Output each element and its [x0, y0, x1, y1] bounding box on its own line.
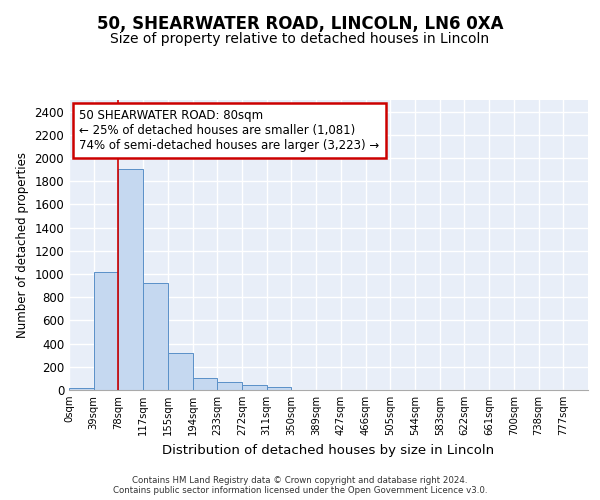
Bar [143, 284, 168, 390]
Bar [242, 385, 267, 390]
Text: Contains HM Land Registry data © Crown copyright and database right 2024.
Contai: Contains HM Land Registry data © Crown c… [113, 476, 487, 495]
Text: 50, SHEARWATER ROAD, LINCOLN, LN6 0XA: 50, SHEARWATER ROAD, LINCOLN, LN6 0XA [97, 15, 503, 33]
Bar [217, 382, 242, 390]
Bar [267, 386, 292, 390]
Bar [69, 388, 94, 390]
X-axis label: Distribution of detached houses by size in Lincoln: Distribution of detached houses by size … [163, 444, 494, 456]
Text: 50 SHEARWATER ROAD: 80sqm
← 25% of detached houses are smaller (1,081)
74% of se: 50 SHEARWATER ROAD: 80sqm ← 25% of detac… [79, 108, 380, 152]
Y-axis label: Number of detached properties: Number of detached properties [16, 152, 29, 338]
Bar [118, 169, 143, 390]
Bar [193, 378, 217, 390]
Text: Size of property relative to detached houses in Lincoln: Size of property relative to detached ho… [110, 32, 490, 46]
Bar [168, 353, 193, 390]
Bar [94, 272, 118, 390]
